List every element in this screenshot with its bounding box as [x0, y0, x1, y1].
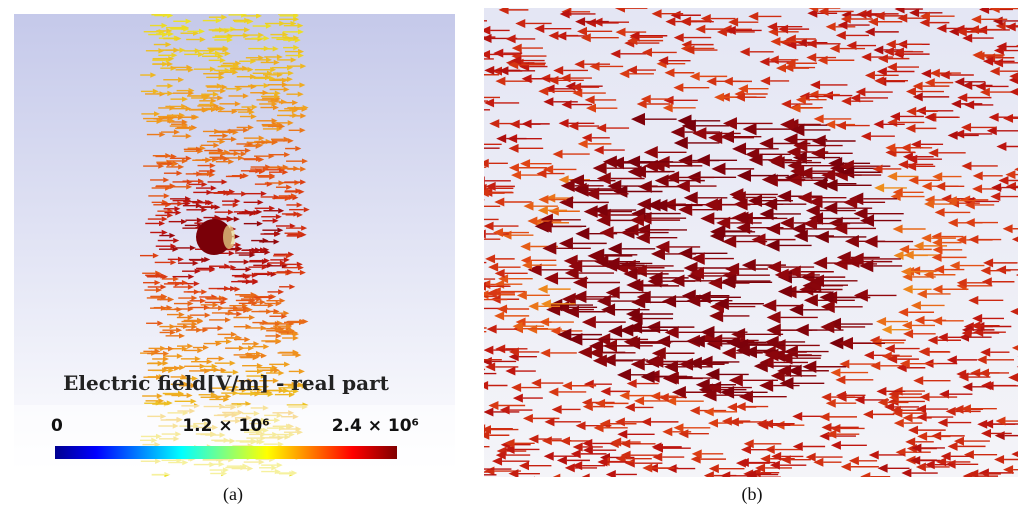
- colorbar-tick-label: 0: [51, 416, 63, 436]
- arrow-head: [461, 33, 471, 42]
- colorbar-title: Electric field[V/m] - real part: [63, 371, 390, 395]
- arrow-head: [474, 465, 484, 474]
- figure: Electric field[V/m] - real part (a) (b) …: [0, 0, 1028, 507]
- arrow-head: [462, 369, 472, 378]
- arrow-head: [1017, 352, 1027, 361]
- arrow-head: [475, 176, 485, 185]
- arrow-head: [1017, 258, 1027, 267]
- arrow-head: [468, 215, 478, 224]
- arrow-head: [460, 292, 470, 301]
- arrow-head: [461, 275, 471, 284]
- arrow-head: [474, 189, 484, 198]
- arrow-head: [478, 381, 488, 390]
- arrow-head: [464, 355, 474, 364]
- arrow-head: [476, 229, 486, 238]
- arrow-head: [479, 159, 489, 168]
- arrow-head: [467, 235, 477, 244]
- colorbar-tick-label: 2.4 × 10⁶: [332, 416, 419, 436]
- arrow-head: [454, 195, 464, 204]
- arrow-head: [461, 54, 471, 63]
- colorbar-tick-label: 1.2 × 10⁶: [182, 416, 269, 436]
- arrow-head: [461, 470, 471, 479]
- arrow-head: [525, 477, 535, 486]
- arrow-head: [470, 295, 480, 304]
- colorbar: [55, 446, 397, 459]
- arrow-head: [475, 424, 485, 433]
- arrow-head: [1017, 362, 1027, 371]
- arrow-head: [454, 442, 464, 451]
- arrow-head: [476, 282, 486, 291]
- arrow-head: [479, 290, 489, 299]
- caption: (a): [223, 484, 243, 505]
- arrow-head: [456, 16, 466, 25]
- caption: (b): [742, 484, 763, 505]
- arrow-head: [458, 468, 468, 477]
- arrow-head: [460, 474, 470, 483]
- arrow-head: [471, 202, 481, 211]
- arrow-head: [463, 144, 473, 153]
- arrow-head: [454, 327, 464, 336]
- arrow-head: [474, 304, 484, 313]
- sphere-highlight: [223, 225, 235, 249]
- arrow-head: [471, 140, 481, 149]
- arrow-head: [471, 93, 481, 102]
- arrow-head: [463, 70, 473, 79]
- arrow-head: [1019, 372, 1028, 381]
